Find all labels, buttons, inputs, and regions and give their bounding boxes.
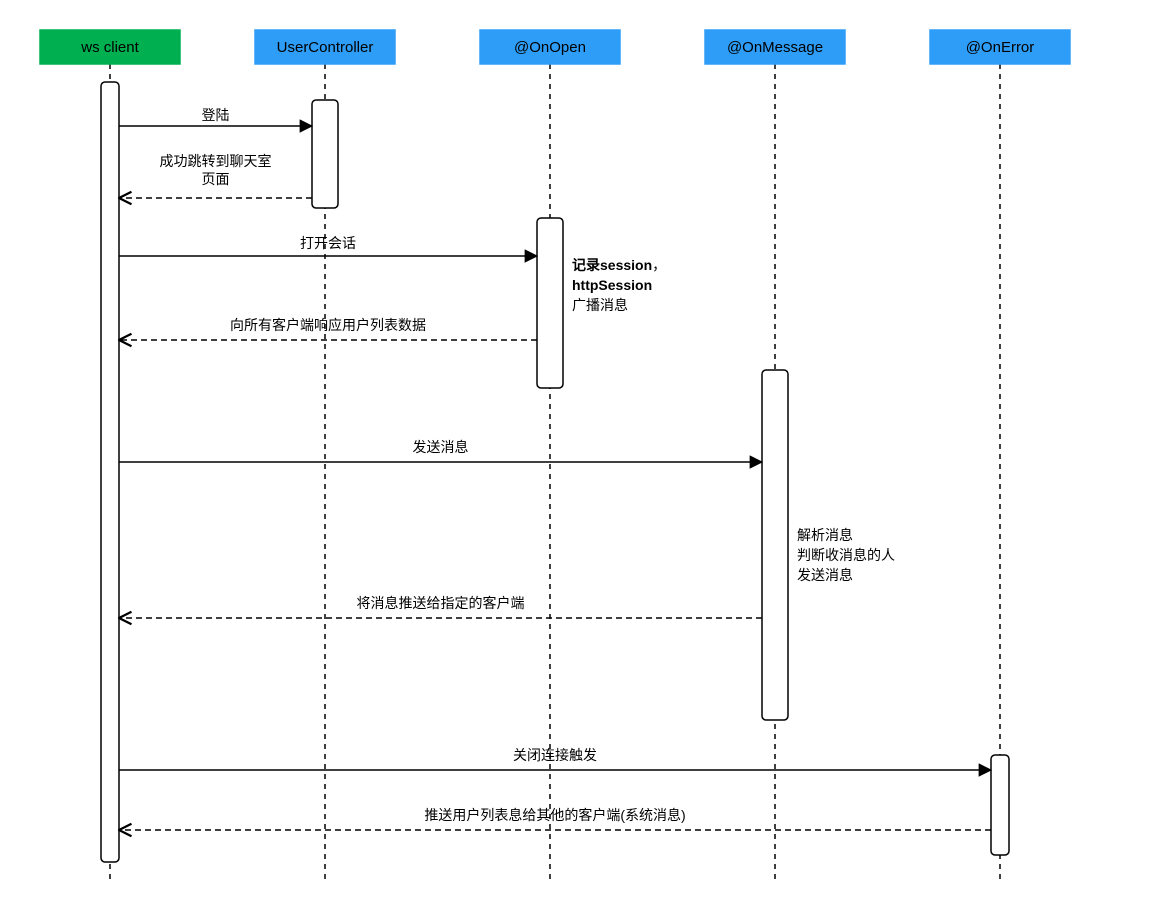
activation-p3 xyxy=(537,218,563,388)
message-label-2: 打开会话 xyxy=(300,235,356,251)
message-label-5: 将消息推送给指定的客户端 xyxy=(357,595,525,611)
participant-label-p1: ws client xyxy=(80,39,139,56)
activation-p4 xyxy=(762,370,788,720)
activation-p2 xyxy=(312,100,338,208)
sequence-diagram: ws client UserController @OnOpen @OnMessage… xyxy=(0,0,1169,901)
message-label-1: 成功跳转到聊天室页面 xyxy=(160,153,272,187)
message-label-4: 发送消息 xyxy=(413,439,469,455)
participant-label-p2: UserController xyxy=(277,39,374,56)
participant-label-p3: @OnOpen xyxy=(514,39,586,56)
note-1: 解析消息判断收消息的人发送消息 xyxy=(797,527,895,583)
participant-label-p5: @OnError xyxy=(966,39,1035,56)
message-label-3: 向所有客户端响应用户列表数据 xyxy=(230,317,426,333)
participant-label-p4: @OnMessage xyxy=(727,39,823,56)
message-label-6: 关闭连接触发 xyxy=(513,747,597,763)
activation-p1 xyxy=(101,82,119,862)
message-label-7: 推送用户列表息给其他的客户端(系统消息) xyxy=(424,807,685,823)
message-label-0: 登陆 xyxy=(202,107,230,123)
note-0: 记录session，httpSession广播消息 xyxy=(572,257,666,313)
activation-p5 xyxy=(991,755,1009,855)
